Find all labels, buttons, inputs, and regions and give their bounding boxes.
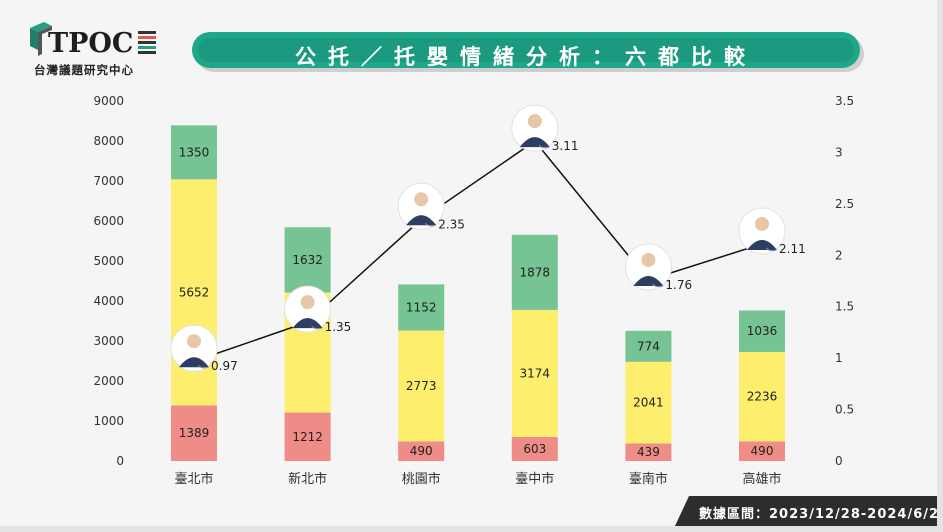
- bar-segment-label: 2236: [747, 390, 778, 404]
- bar-segment: [739, 441, 785, 461]
- category-label: 臺南市: [629, 471, 668, 487]
- ratio-line: 0.97 1.35 2.35 3.11 1.76 2.11: [170, 104, 806, 373]
- bar-segment: [398, 284, 445, 331]
- label-leader: [765, 247, 777, 252]
- bar-group: 1389 5652 1350 1212 1632 490 2773 1152 603 3174 18…: [171, 125, 785, 461]
- date-range-value: 2023/12/28-2024/6/28: [769, 507, 943, 522]
- tpoc-logo: TPOC 台灣議題研究中心: [28, 18, 158, 80]
- line-point-label: 2.11: [779, 242, 806, 256]
- bar-segment-label: 2041: [633, 396, 664, 410]
- line-point-label: 0.97: [211, 359, 238, 373]
- bar-segment-label: 1036: [747, 324, 778, 338]
- bar-segment: [171, 125, 217, 180]
- date-range-badge: 數據區間：2023/12/28-2024/6/28: [675, 496, 937, 526]
- left-tick-label: 9000: [93, 94, 124, 108]
- right-axis: 0 0.5 1 1.5 2 2.5 3 3.5: [835, 94, 854, 468]
- right-tick-label: 1.5: [835, 300, 854, 314]
- bar-segment-label: 1350: [179, 145, 210, 159]
- avatar: [284, 285, 332, 333]
- bar-segment-label: 1632: [292, 253, 323, 267]
- logo-subtitle: 台灣議題研究中心: [34, 63, 134, 77]
- bar-segment-label: 490: [751, 444, 774, 458]
- bar-segment-label: 603: [523, 442, 546, 456]
- bar-segment: [511, 436, 558, 461]
- bar-segment: [511, 234, 558, 310]
- bar-segment: [171, 405, 217, 461]
- bar-segment: [284, 227, 331, 293]
- label-leader: [538, 144, 549, 149]
- bar-segment: [284, 412, 331, 461]
- right-tick-label: 0.5: [835, 403, 854, 417]
- left-tick-label: 3000: [93, 334, 124, 348]
- logo-text: TPOC: [48, 28, 134, 59]
- ratio-line-path: [193, 140, 763, 362]
- left-tick-label: 2000: [93, 374, 124, 388]
- bar-segment: [625, 361, 672, 444]
- left-tick-label: 4000: [93, 294, 124, 308]
- bar-segment-label: 1152: [406, 300, 437, 314]
- left-tick-label: 8000: [93, 134, 124, 148]
- right-tick-label: 3: [835, 145, 843, 159]
- label-leader: [311, 325, 322, 330]
- bar-segment-label: 774: [637, 339, 660, 353]
- chart-title: 公托／托嬰情緒分析：六都比較: [295, 45, 757, 69]
- title-banner: 公托／托嬰情緒分析：六都比較: [192, 32, 860, 69]
- line-point-label: 1.35: [325, 320, 352, 334]
- bar-segment: [511, 309, 558, 437]
- left-tick-label: 7000: [93, 174, 124, 188]
- line-point-label: 2.35: [438, 217, 465, 231]
- category-label: 臺中市: [515, 471, 554, 487]
- category-label: 高雄市: [742, 471, 781, 487]
- bar-segment-label: 2773: [406, 379, 437, 393]
- label-leader: [652, 283, 663, 288]
- bar-segment: [398, 330, 445, 442]
- bar-segment-label: 439: [637, 445, 660, 459]
- label-leader: [197, 364, 209, 369]
- category-label: 新北市: [288, 471, 327, 487]
- avatar: [624, 243, 672, 291]
- avatar: [511, 104, 559, 152]
- avatar: [738, 207, 786, 255]
- bar-segment-label: 1212: [292, 430, 323, 444]
- right-tick-label: 0: [835, 454, 843, 468]
- logo-mark-icon: [30, 22, 52, 56]
- right-tick-label: 2.5: [835, 197, 854, 211]
- bar-segment: [625, 443, 672, 461]
- left-tick-label: 5000: [93, 254, 124, 268]
- bar-segment: [625, 330, 672, 362]
- label-leader: [424, 222, 436, 227]
- right-tick-label: 1: [835, 351, 843, 365]
- line-point-label: 1.76: [665, 278, 692, 292]
- line-point-label: 3.11: [552, 139, 579, 153]
- category-axis: 臺北市 新北市 桃園市 臺中市 臺南市 高雄市: [174, 471, 781, 487]
- left-tick-label: 0: [116, 454, 124, 468]
- avatar: [170, 324, 218, 372]
- bar-segment: [398, 441, 445, 461]
- bar-segment-label: 1389: [179, 426, 210, 440]
- category-label: 臺北市: [174, 471, 213, 487]
- bar-segment-label: 5652: [179, 285, 210, 299]
- left-tick-label: 1000: [93, 414, 124, 428]
- bar-segment-label: 1878: [520, 265, 551, 279]
- bar-segment-label: 490: [410, 444, 433, 458]
- category-label: 桃園市: [402, 471, 441, 487]
- avatar: [397, 182, 445, 230]
- date-range-label: 數據區間：: [699, 507, 770, 522]
- bar-segment-label: 3174: [520, 366, 551, 380]
- bar-segment: [739, 310, 785, 352]
- bar-segment: [739, 351, 785, 442]
- right-tick-label: 3.5: [835, 94, 854, 108]
- logo-flag-icon: [138, 31, 156, 54]
- right-tick-label: 2: [835, 248, 843, 262]
- left-tick-label: 6000: [93, 214, 124, 228]
- left-axis: 0 1000 2000 3000 4000 5000 6000 7000 8000 9000: [93, 94, 124, 468]
